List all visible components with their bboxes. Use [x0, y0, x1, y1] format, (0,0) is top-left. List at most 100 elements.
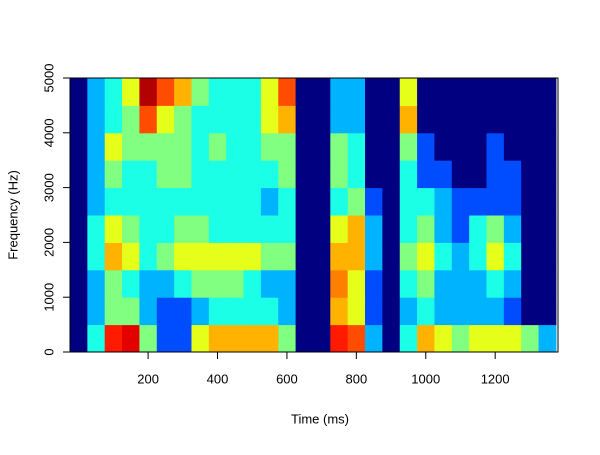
- cell: [226, 242, 245, 271]
- cell: [191, 187, 210, 216]
- cell: [295, 297, 314, 326]
- cell: [347, 160, 366, 189]
- cell: [486, 297, 505, 326]
- cell: [208, 269, 227, 298]
- cell: [538, 297, 557, 326]
- cell: [139, 105, 158, 134]
- cell: [260, 269, 279, 298]
- cell: [503, 215, 522, 243]
- cell: [521, 215, 540, 243]
- cell: [417, 215, 435, 243]
- cell: [347, 132, 366, 161]
- cell: [226, 132, 245, 161]
- cell: [347, 187, 366, 216]
- cell: [104, 242, 123, 271]
- cell: [469, 242, 488, 271]
- cell: [399, 132, 418, 161]
- cell: [399, 187, 418, 216]
- cell: [382, 105, 401, 134]
- cell: [469, 324, 488, 353]
- cell: [278, 160, 297, 189]
- cell: [243, 297, 262, 326]
- cell: [382, 160, 401, 189]
- cell: [469, 132, 488, 161]
- cell: [278, 187, 297, 216]
- cell: [434, 297, 453, 326]
- cell: [417, 324, 435, 353]
- cell: [521, 269, 540, 298]
- cell: [486, 269, 505, 298]
- cell: [104, 215, 123, 243]
- cell: [521, 105, 540, 134]
- cell: [330, 324, 349, 353]
- cell: [330, 187, 349, 216]
- cell: [70, 269, 88, 298]
- x-tick-label: 600: [276, 371, 298, 386]
- cell: [122, 297, 140, 326]
- cell: [139, 269, 158, 298]
- cell: [538, 78, 557, 106]
- cell: [156, 215, 175, 243]
- cell: [174, 242, 192, 271]
- cell: [486, 78, 505, 106]
- cell: [87, 324, 106, 353]
- cell: [330, 132, 349, 161]
- cell: [417, 160, 435, 189]
- y-axis-label: Frequency (Hz): [5, 170, 20, 260]
- cell: [104, 269, 123, 298]
- cell: [434, 78, 453, 106]
- cell: [174, 297, 192, 326]
- cell: [434, 187, 453, 216]
- y-tick-label: 2000: [41, 228, 56, 257]
- cell: [260, 324, 279, 353]
- x-tick-label: 800: [345, 371, 367, 386]
- cell: [104, 132, 123, 161]
- cell: [278, 297, 297, 326]
- cell: [226, 78, 245, 106]
- cell: [486, 242, 505, 271]
- cell: [538, 132, 557, 161]
- cell: [156, 78, 175, 106]
- cell: [521, 78, 540, 106]
- cell: [503, 297, 522, 326]
- cell: [486, 160, 505, 189]
- cell: [469, 269, 488, 298]
- cell: [451, 105, 470, 134]
- cell: [503, 105, 522, 134]
- cell: [295, 242, 314, 271]
- cell: [486, 324, 505, 353]
- cell: [122, 160, 140, 189]
- x-axis-label: Time (ms): [291, 411, 349, 426]
- cell: [382, 324, 401, 353]
- cell: [503, 324, 522, 353]
- cell: [191, 105, 210, 134]
- cell: [521, 132, 540, 161]
- heatmap: [70, 78, 557, 353]
- cell: [104, 105, 123, 134]
- cell: [434, 324, 453, 353]
- cell: [347, 269, 366, 298]
- cell: [122, 215, 140, 243]
- cell: [399, 242, 418, 271]
- cell: [330, 297, 349, 326]
- cell: [451, 324, 470, 353]
- cell: [382, 78, 401, 106]
- cell: [243, 269, 262, 298]
- cell: [538, 242, 557, 271]
- cell: [399, 78, 418, 106]
- cell: [243, 242, 262, 271]
- cell: [87, 187, 106, 216]
- cell: [469, 187, 488, 216]
- cell: [208, 324, 227, 353]
- cell: [521, 324, 540, 353]
- cell: [87, 78, 106, 106]
- cell: [226, 105, 245, 134]
- cell: [434, 242, 453, 271]
- cell: [382, 187, 401, 216]
- cell: [451, 187, 470, 216]
- cell: [278, 324, 297, 353]
- cell: [382, 242, 401, 271]
- cell: [503, 242, 522, 271]
- cell: [156, 187, 175, 216]
